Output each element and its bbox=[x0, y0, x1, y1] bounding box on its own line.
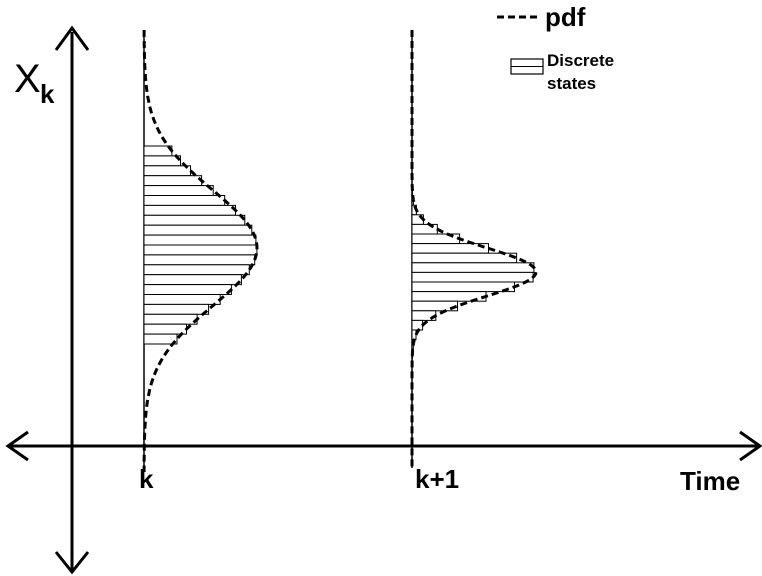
k-state-bar-10 bbox=[143, 244, 258, 256]
k-state-bar-19 bbox=[143, 333, 178, 345]
k-state-bar-1 bbox=[143, 155, 181, 167]
k-state-bar-16 bbox=[143, 303, 210, 315]
k-state-bar-8 bbox=[143, 224, 253, 236]
k-state-bar-13 bbox=[143, 274, 242, 286]
y-axis-label-subscript: k bbox=[40, 79, 55, 109]
k-state-bar-9 bbox=[143, 234, 257, 246]
k-plus-1-state-bar-7 bbox=[411, 252, 518, 264]
discrete-states-k bbox=[143, 145, 258, 345]
legend: pdf Discrete states bbox=[497, 2, 614, 93]
k-state-bar-12 bbox=[143, 264, 250, 276]
k-state-bar-2 bbox=[143, 165, 191, 177]
k-plus-1-state-bar-6 bbox=[411, 243, 489, 254]
legend-discrete-states-label-line1: Discrete bbox=[547, 51, 614, 70]
k-state-bar-3 bbox=[143, 175, 203, 187]
pdf-curve-k-plus-1 bbox=[410, 30, 538, 468]
k-state-bar-15 bbox=[143, 294, 221, 305]
discrete-states-k-plus-1 bbox=[411, 185, 535, 360]
k-plus-1-state-bar-9 bbox=[411, 271, 534, 283]
legend-discrete-states-label-line2: states bbox=[547, 74, 596, 93]
vertical-axis-bottom-arrowhead bbox=[54, 551, 90, 575]
coordinate-axes bbox=[5, 25, 762, 575]
k-state-bar-14 bbox=[143, 284, 232, 296]
legend-pdf-label: pdf bbox=[545, 2, 586, 32]
k-state-bar-18 bbox=[143, 323, 187, 335]
k-state-bar-5 bbox=[143, 195, 226, 206]
k-state-bar-7 bbox=[143, 214, 246, 226]
horizontal-axis-left-arrowhead bbox=[5, 430, 29, 462]
k-plus-1-state-bar-10 bbox=[411, 281, 515, 293]
k-state-bar-17 bbox=[143, 313, 198, 325]
time-label-k: k bbox=[139, 464, 154, 494]
k-plus-1-state-bar-15 bbox=[411, 329, 417, 341]
k-state-bar-4 bbox=[143, 185, 214, 197]
horizontal-axis-right-arrowhead bbox=[739, 430, 762, 462]
time-label-k-plus-1: k+1 bbox=[415, 464, 459, 494]
k-state-bar-6 bbox=[143, 204, 236, 216]
y-axis-label: X bbox=[14, 57, 41, 101]
vertical-axis-top-arrowhead bbox=[54, 25, 90, 51]
x-axis-label: Time bbox=[680, 466, 740, 496]
k-state-bar-11 bbox=[143, 254, 256, 266]
k-plus-1-state-bar-14 bbox=[411, 319, 424, 331]
k-plus-1-state-bar-8 bbox=[411, 262, 535, 273]
